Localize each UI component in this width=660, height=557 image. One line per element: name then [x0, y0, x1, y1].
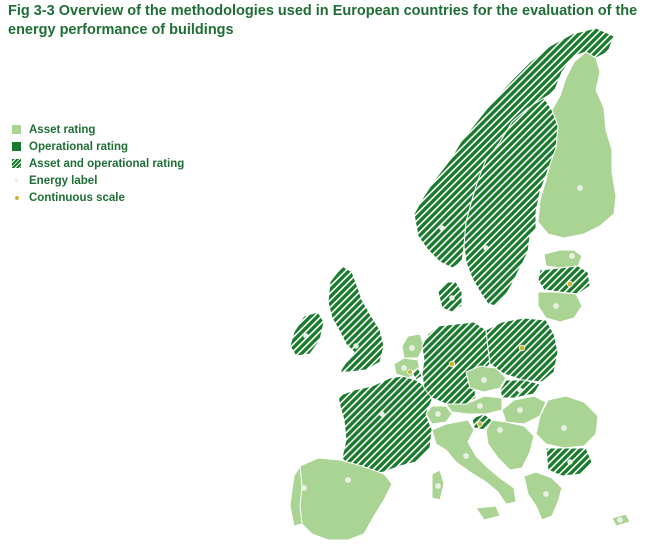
greece-region	[523, 471, 563, 521]
estonia-region	[543, 249, 583, 269]
legend-item-asset-rating: Asset rating	[12, 121, 184, 138]
legend-label: Continuous scale	[29, 191, 125, 204]
energy-label-dot-greece	[543, 491, 549, 497]
energy-label-dot-portugal	[301, 485, 307, 491]
germany-region	[421, 321, 491, 405]
energy-label-dot-finland	[577, 185, 583, 191]
energy-label-dot-romania	[561, 425, 567, 431]
sweden-region	[463, 97, 559, 307]
united-kingdom-region	[327, 265, 385, 373]
energy-label-dot-austria	[477, 403, 483, 409]
energy-label-dot-sardinia	[435, 483, 441, 489]
norway-region	[413, 27, 615, 269]
figure-title: Fig 3-3 Overview of the methodologies us…	[8, 3, 638, 38]
energy-label-dot-netherlands	[409, 345, 415, 351]
continuous-scale-dot-germany	[448, 360, 456, 368]
romania-region	[535, 395, 599, 449]
continuous-scale-dot-luxembourg	[407, 369, 413, 375]
continuous-scale-dot-icon	[12, 193, 21, 202]
legend-item-asset-and-operational-rating: Asset and operational rating	[12, 155, 184, 172]
continuous-scale-dot-poland	[518, 344, 526, 352]
energy-label-dot-bulgaria	[567, 459, 573, 465]
finland-region	[537, 51, 617, 239]
asset-and-operational-rating-swatch	[12, 159, 21, 168]
energy-label-dot-ireland	[303, 333, 309, 339]
energy-label-dot-denmark	[449, 295, 455, 301]
legend: Asset rating Operational rating Asset an…	[12, 121, 184, 206]
energy-label-dot-slovakia	[517, 387, 523, 393]
legend-label: Operational rating	[29, 140, 129, 153]
legend-item-energy-label: Energy label	[12, 172, 184, 189]
energy-label-dot-czech	[481, 377, 487, 383]
legend-label: Energy label	[29, 174, 98, 187]
balkans-region	[485, 419, 535, 471]
energy-label-dot-cyprus	[617, 517, 623, 523]
energy-label-dot-france	[379, 411, 385, 417]
continuous-scale-dot-latvia	[566, 280, 574, 288]
legend-item-operational-rating: Operational rating	[12, 138, 184, 155]
legend-label: Asset and operational rating	[29, 157, 185, 170]
energy-label-dot-icon	[12, 176, 21, 185]
energy-label-dot-croatia	[497, 427, 503, 433]
italy-region	[431, 419, 517, 505]
continuous-scale-dot-slovenia	[476, 420, 483, 427]
energy-label-dot-uk	[353, 343, 359, 349]
portugal-region	[289, 465, 303, 527]
sicily-region	[475, 505, 501, 521]
energy-label-dot-estonia	[569, 253, 575, 259]
latvia-region	[537, 265, 591, 295]
asset-rating-swatch	[12, 125, 21, 134]
energy-label-dot-sweden	[483, 245, 489, 251]
energy-label-dot-belgium	[401, 365, 407, 371]
energy-label-dot-norway	[439, 225, 445, 231]
france-region	[337, 375, 433, 475]
legend-item-continuous-scale: Continuous scale	[12, 189, 184, 206]
lithuania-region	[537, 291, 583, 323]
energy-label-dot-italy	[463, 453, 469, 459]
energy-label-dot-lithuania	[553, 303, 559, 309]
energy-label-dot-hungary	[517, 407, 523, 413]
legend-label: Asset rating	[29, 123, 96, 136]
operational-rating-swatch	[12, 142, 21, 151]
energy-label-dot-spain	[345, 477, 351, 483]
energy-label-dot-switzerland	[435, 411, 441, 417]
